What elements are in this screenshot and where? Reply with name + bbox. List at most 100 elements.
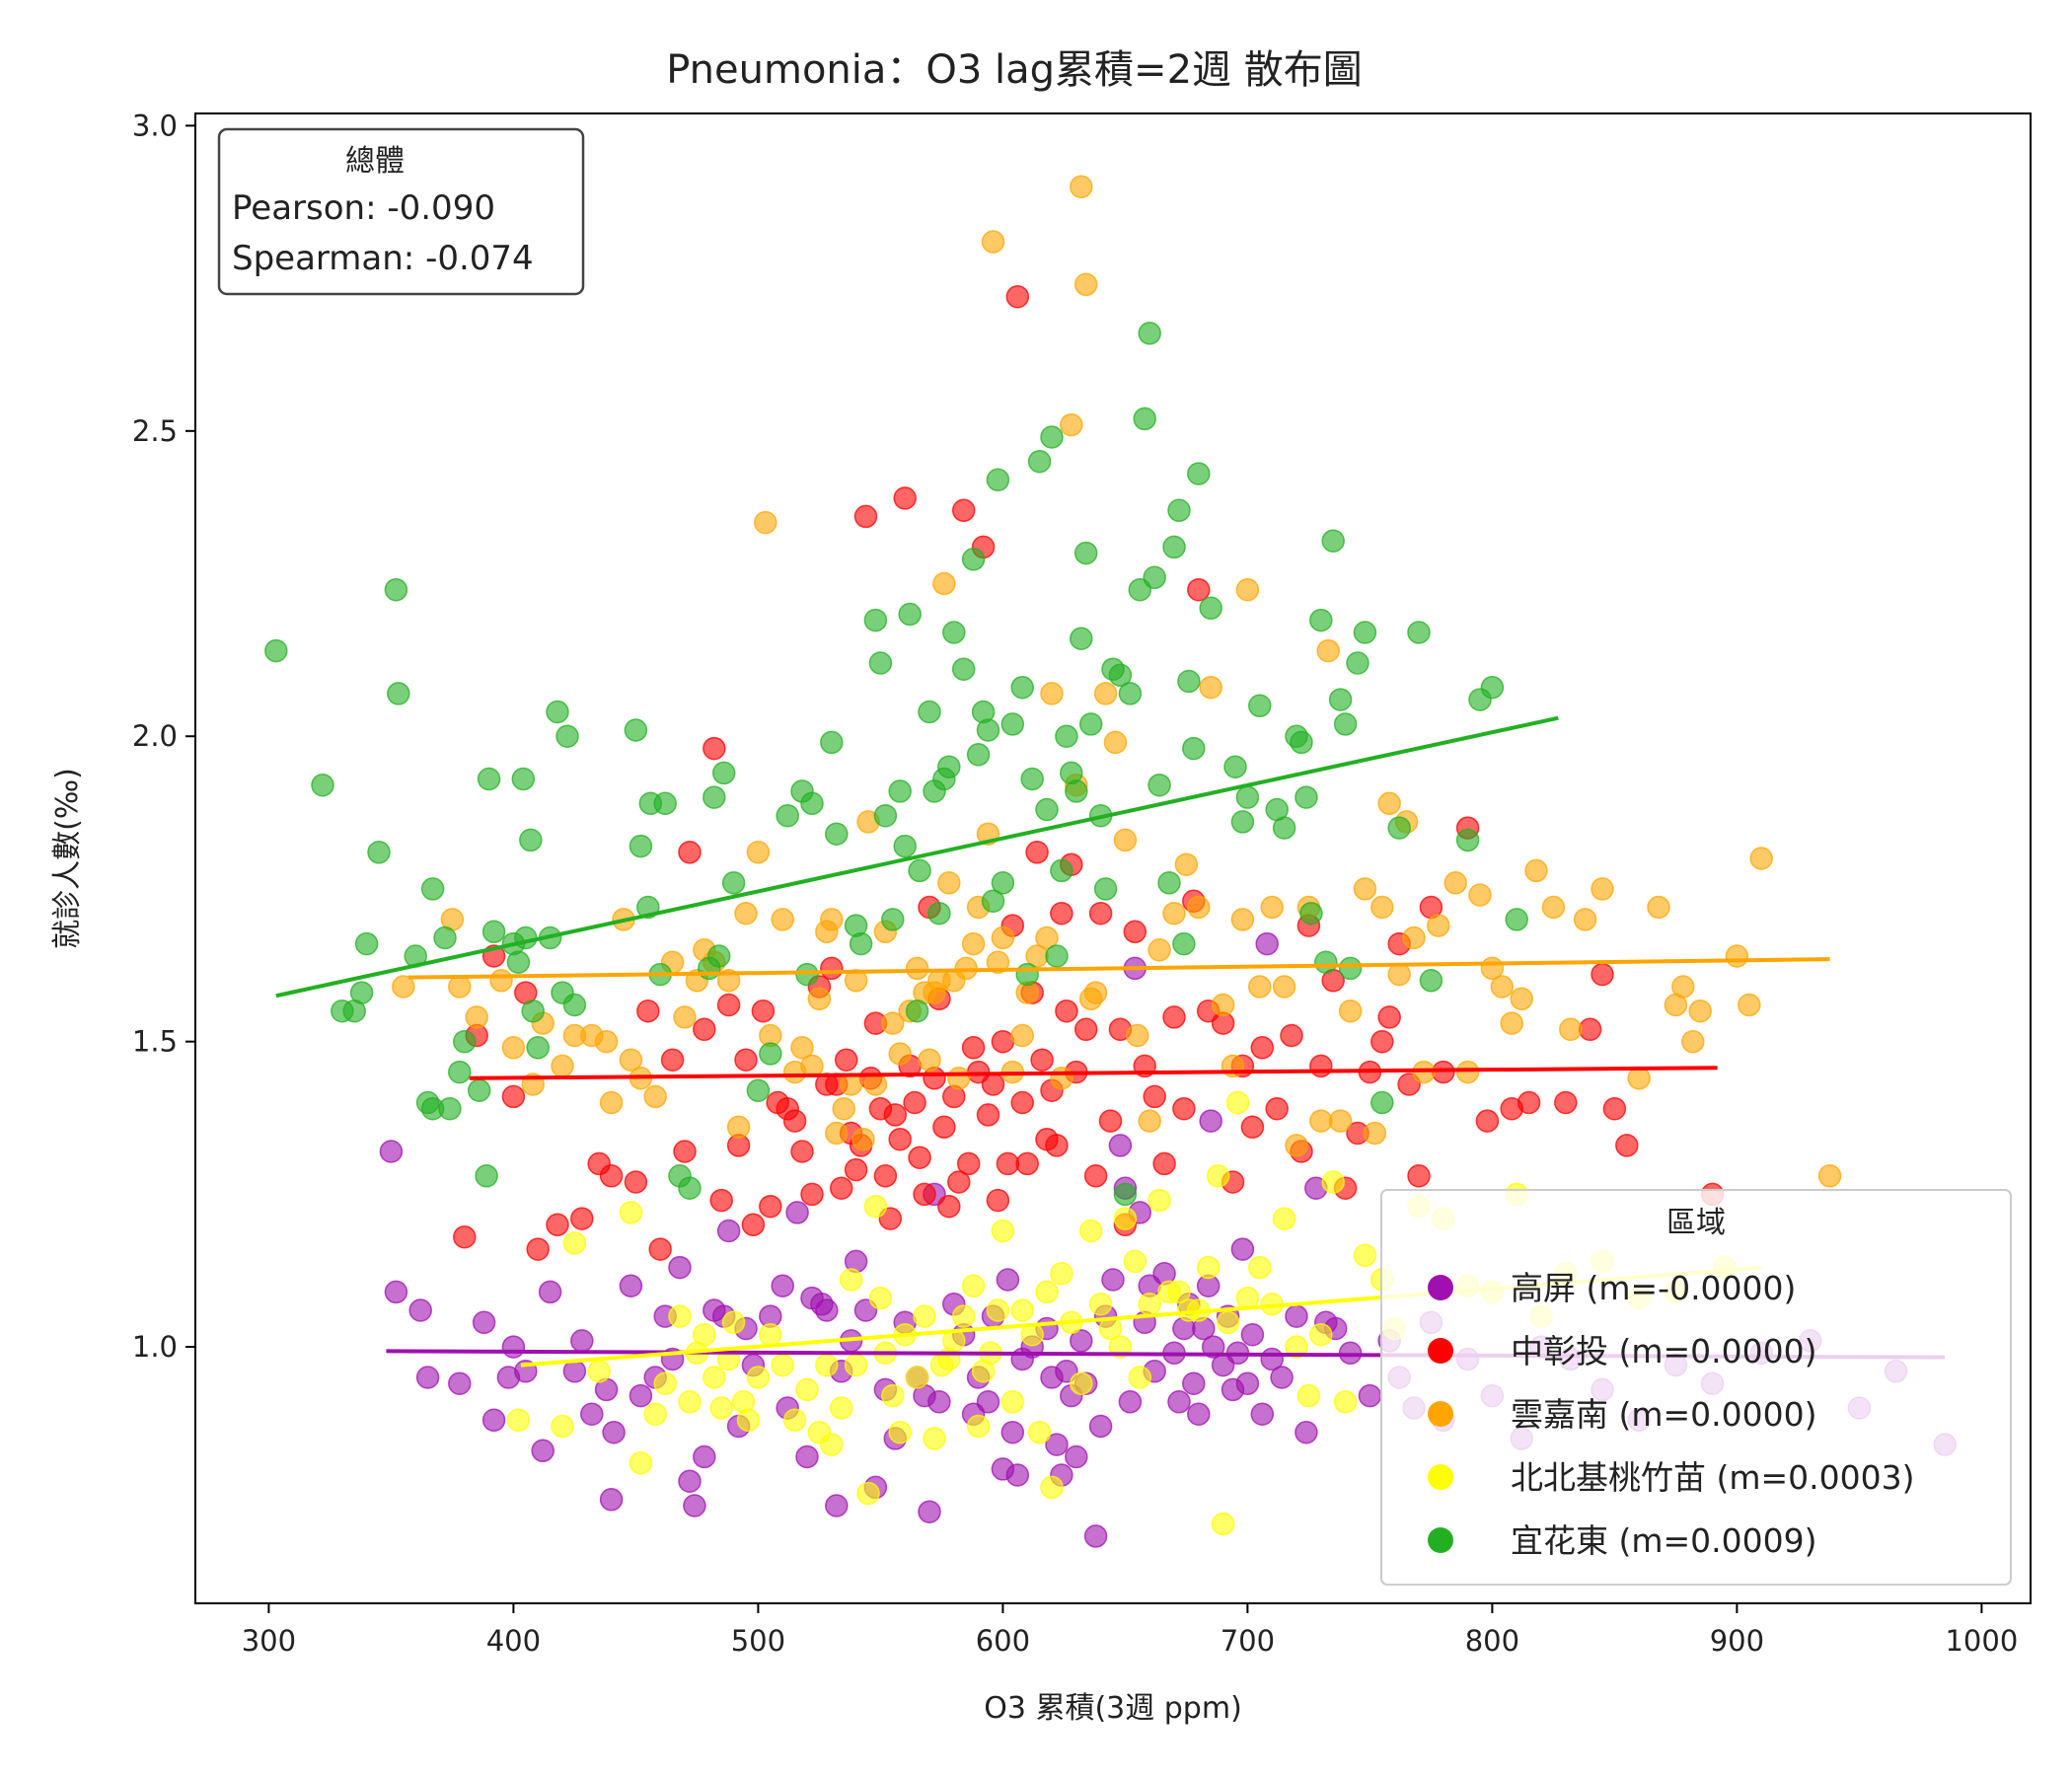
data-point (771, 908, 794, 931)
data-point (1010, 1298, 1034, 1322)
data-point (782, 1109, 807, 1133)
data-point (1377, 791, 1401, 816)
data-point (961, 1274, 986, 1297)
legend-marker (1428, 1527, 1453, 1553)
data-point (599, 1164, 624, 1188)
x-tick-label: 1000 (1945, 1624, 2018, 1658)
data-point (1093, 877, 1118, 901)
legend-items: 高屏 (m=-0.0000) 中彰投 (m=0.0000) 雲嘉南 (m=0.000… (1428, 1269, 1915, 1560)
data-point (1167, 498, 1191, 523)
data-point (918, 700, 941, 724)
data-point (961, 931, 986, 956)
data-point (844, 1353, 868, 1377)
data-point (1065, 779, 1088, 803)
data-point (1817, 1164, 1842, 1188)
x-tick-label: 600 (976, 1624, 1030, 1658)
data-point (629, 834, 653, 858)
data-point (825, 822, 849, 846)
data-point (986, 1188, 1010, 1213)
data-point (1010, 1090, 1034, 1115)
data-point (844, 1157, 868, 1182)
data-point (759, 1322, 782, 1347)
data-point (996, 1268, 1020, 1292)
data-point (1248, 694, 1272, 718)
legend-marker (1428, 1338, 1453, 1364)
data-point (1578, 1017, 1602, 1042)
data-point (1216, 1310, 1240, 1335)
data-point (653, 791, 677, 816)
data-point (264, 638, 288, 663)
data-point (851, 1127, 875, 1151)
data-point (1377, 1005, 1401, 1029)
data-point (815, 1298, 839, 1322)
data-point (1427, 914, 1450, 937)
data-point (1524, 858, 1548, 883)
data-point (619, 1048, 643, 1072)
data-point (1073, 1017, 1098, 1042)
data-point (1358, 1383, 1382, 1408)
data-point (1010, 675, 1034, 700)
legend-marker (1428, 1464, 1453, 1490)
data-point (908, 858, 931, 883)
trend-line (407, 957, 1830, 980)
data-point (932, 1115, 956, 1140)
data-point (746, 841, 771, 864)
data-point (531, 1439, 555, 1463)
data-point (726, 1115, 751, 1140)
data-point (1554, 1090, 1578, 1115)
data-point (1162, 901, 1186, 925)
data-point (555, 724, 579, 748)
data-point (883, 1103, 908, 1127)
data-point (1248, 975, 1272, 999)
data-point (834, 1048, 858, 1072)
data-point (1541, 895, 1566, 920)
data-point (759, 1194, 782, 1219)
data-point (1270, 1366, 1294, 1389)
data-point (709, 1396, 733, 1420)
data-point (1225, 1090, 1250, 1115)
data-point (991, 1219, 1015, 1243)
data-point (538, 1280, 562, 1304)
data-point (1196, 1255, 1221, 1280)
data-point (629, 1450, 653, 1475)
data-point (1316, 638, 1340, 663)
data-point (1167, 1280, 1191, 1304)
data-point (905, 999, 929, 1023)
data-point (1073, 272, 1098, 297)
data-point (379, 1140, 404, 1163)
data-point (1223, 755, 1247, 778)
data-point (1045, 1433, 1069, 1456)
data-point (1143, 565, 1166, 590)
data-point (888, 1420, 912, 1444)
data-point (636, 999, 660, 1023)
data-point (448, 1371, 472, 1395)
x-axis: 300 400 500 600 700 800 900 1000 (242, 1603, 2018, 1658)
data-point (1113, 1182, 1138, 1207)
data-point (1260, 895, 1284, 920)
data-point (1235, 1371, 1260, 1395)
data-point (1162, 535, 1186, 559)
data-point (790, 1036, 814, 1060)
data-point (594, 1029, 619, 1054)
data-point (546, 1213, 569, 1237)
data-point (1113, 1207, 1138, 1230)
data-point (519, 828, 543, 852)
data-point (1353, 621, 1377, 644)
data-point (1050, 1067, 1073, 1090)
data-point (1055, 724, 1078, 748)
data-point (908, 1146, 931, 1169)
data-point (693, 1322, 716, 1347)
data-point (844, 969, 868, 993)
data-point (1353, 1243, 1377, 1268)
data-point (1000, 712, 1025, 736)
data-point (1321, 529, 1345, 553)
data-point (1025, 841, 1049, 864)
data-point (820, 1433, 844, 1456)
data-point (863, 608, 888, 632)
data-point (1005, 1463, 1030, 1487)
data-point (734, 901, 758, 925)
data-point (1314, 950, 1338, 974)
data-point (1123, 1249, 1147, 1274)
data-point (1083, 1524, 1108, 1548)
data-point (991, 1029, 1015, 1054)
